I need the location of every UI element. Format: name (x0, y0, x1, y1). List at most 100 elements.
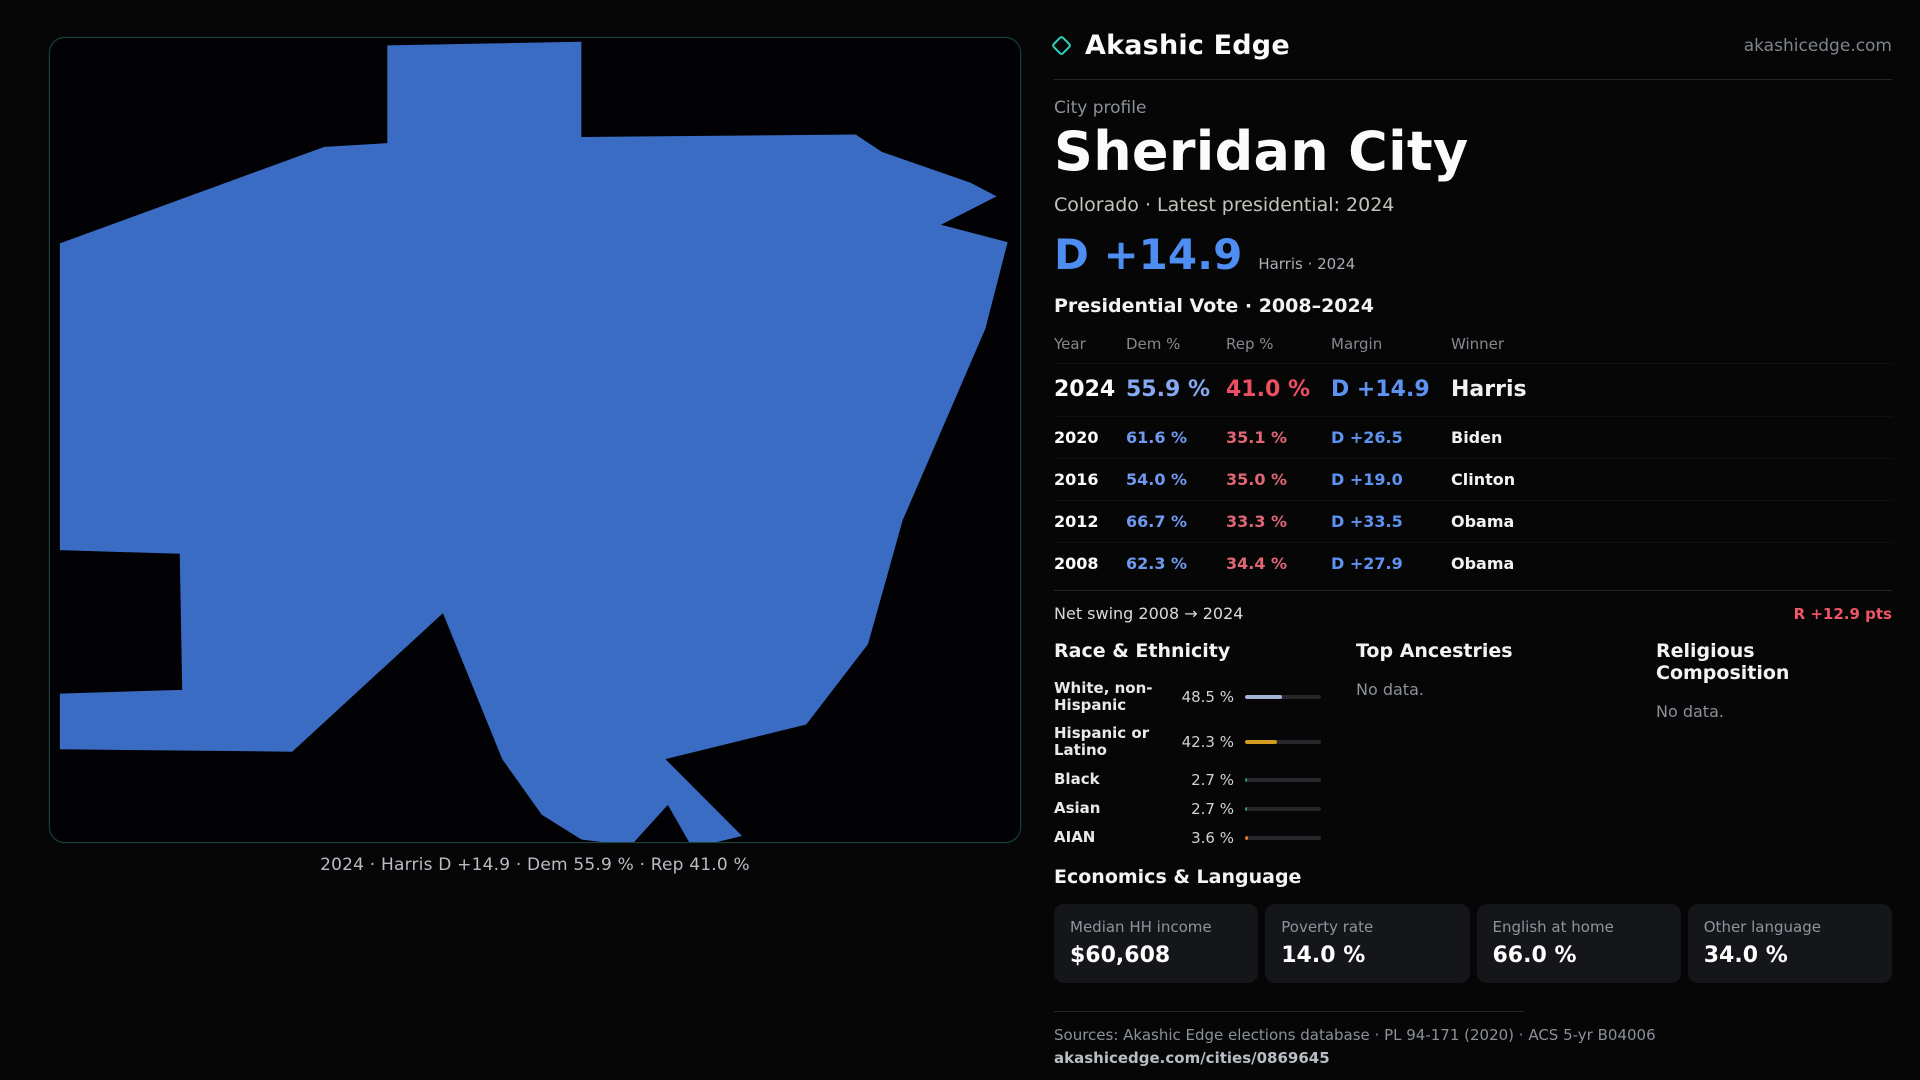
economics-stats: Median HH income $60,608 Poverty rate 14… (1054, 903, 1892, 983)
stat-label: Poverty rate (1281, 917, 1374, 936)
economics-title: Economics & Language (1054, 865, 1302, 888)
vote-table: Year Dem % Rep % Margin Winner 2024 55.9… (1054, 329, 1892, 584)
col-winner: Winner (1451, 334, 1505, 353)
stat-card: Other language 34.0 % (1687, 903, 1892, 983)
net-swing-label: Net swing 2008 → 2024 (1054, 603, 1244, 623)
race-label: Hispanic or Latino (1054, 724, 1150, 760)
headline-margin-row: D +14.9 Harris · 2024 (1054, 230, 1892, 279)
dem-cell: 61.6 % (1126, 427, 1188, 447)
list-item: Asian 2.7 % (1054, 799, 1340, 818)
race-bar (1245, 694, 1321, 699)
rep-cell: 35.0 % (1226, 469, 1288, 489)
race-bar (1245, 806, 1321, 811)
race-value: 48.5 % (1181, 687, 1234, 706)
rep-cell: 35.1 % (1226, 427, 1288, 447)
ancestries-empty: No data. (1356, 679, 1424, 699)
religion-column: Religious Composition No data. (1656, 640, 1892, 858)
page-kicker: City profile (1054, 98, 1147, 118)
winner-cell: Biden (1451, 427, 1503, 447)
permalink[interactable]: akashicedge.com/cities/0869645 (1054, 1048, 1330, 1067)
city-map (59, 41, 1008, 842)
stat-card: Poverty rate 14.0 % (1265, 903, 1470, 983)
table-row: 2012 66.7 % 33.3 % D +33.5 Obama (1054, 499, 1892, 542)
race-ethnicity-column: Race & Ethnicity White, non-Hispanic 48.… (1054, 640, 1340, 858)
stat-card: English at home 66.0 % (1476, 903, 1681, 983)
demographics-section: Race & Ethnicity White, non-Hispanic 48.… (1054, 640, 1892, 858)
headline-margin: D +14.9 (1054, 229, 1243, 279)
header: Akashic Edge akashicedge.com (1050, 30, 1892, 80)
ancestries-column: Top Ancestries No data. (1356, 640, 1640, 858)
winner-cell: Clinton (1451, 469, 1516, 489)
rep-cell: 41.0 % (1226, 376, 1310, 402)
margin-cell: D +33.5 (1331, 511, 1403, 531)
stat-label: English at home (1492, 917, 1614, 936)
table-row: 2020 61.6 % 35.1 % D +26.5 Biden (1054, 415, 1892, 458)
stat-value: 14.0 % (1281, 942, 1366, 968)
headline-note: Harris · 2024 (1258, 254, 1356, 273)
list-item: AIAN 3.6 % (1054, 828, 1340, 847)
col-margin: Margin (1331, 334, 1383, 353)
dem-cell: 55.9 % (1126, 376, 1210, 402)
net-swing-value: R +12.9 pts (1793, 604, 1892, 623)
race-bar (1245, 835, 1321, 840)
race-bar-fill (1245, 806, 1248, 811)
dem-cell: 66.7 % (1126, 511, 1188, 531)
race-value: 42.3 % (1181, 733, 1234, 752)
year-cell: 2024 (1054, 376, 1116, 402)
diamond-logo-icon (1050, 34, 1073, 57)
stat-value: $60,608 (1070, 942, 1171, 968)
brand-domain-link[interactable]: akashicedge.com (1743, 35, 1892, 56)
net-swing-row: Net swing 2008 → 2024 R +12.9 pts (1054, 589, 1892, 623)
race-label: Asian (1054, 799, 1101, 818)
margin-cell: D +26.5 (1331, 427, 1403, 447)
map-caption: 2024 · Harris D +14.9 · Dem 55.9 % · Rep… (320, 855, 750, 875)
margin-cell: D +14.9 (1331, 376, 1430, 402)
race-bar (1245, 777, 1321, 782)
city-profile-panel: Akashic Edge akashicedge.com City profil… (1050, 30, 1892, 1067)
race-label: White, non-Hispanic (1054, 678, 1153, 714)
ancestries-title: Top Ancestries (1356, 639, 1513, 662)
page-title: Sheridan City (1054, 120, 1469, 183)
col-dem: Dem % (1126, 334, 1181, 353)
year-cell: 2008 (1054, 553, 1099, 573)
dem-cell: 62.3 % (1126, 553, 1188, 573)
footer-divider (1054, 1010, 1524, 1012)
year-cell: 2016 (1054, 469, 1099, 489)
race-bar-fill (1245, 777, 1248, 782)
race-value: 3.6 % (1191, 828, 1234, 847)
winner-cell: Obama (1451, 553, 1515, 573)
table-row: 2008 62.3 % 34.4 % D +27.9 Obama (1054, 541, 1892, 584)
winner-cell: Obama (1451, 511, 1515, 531)
stat-card: Median HH income $60,608 (1054, 903, 1259, 983)
stat-value: 66.0 % (1492, 942, 1577, 968)
dem-cell: 54.0 % (1126, 469, 1188, 489)
race-bar (1245, 740, 1321, 745)
col-rep: Rep % (1226, 334, 1274, 353)
city-map-panel (49, 37, 1021, 843)
race-value: 2.7 % (1191, 799, 1234, 818)
col-year: Year (1054, 334, 1086, 353)
table-row: 2016 54.0 % 35.0 % D +19.0 Clinton (1054, 457, 1892, 500)
list-item: Hispanic or Latino 42.3 % (1054, 725, 1340, 760)
race-title: Race & Ethnicity (1054, 639, 1231, 662)
race-label: AIAN (1054, 828, 1096, 847)
margin-cell: D +27.9 (1331, 553, 1403, 573)
race-label: Black (1054, 770, 1100, 789)
stat-value: 34.0 % (1703, 942, 1788, 968)
brand: Akashic Edge (1050, 30, 1290, 61)
year-cell: 2012 (1054, 511, 1099, 531)
stat-label: Median HH income (1070, 917, 1212, 936)
vote-table-title: Presidential Vote · 2008–2024 (1054, 294, 1374, 317)
table-row: 2024 55.9 % 41.0 % D +14.9 Harris (1054, 362, 1892, 416)
vote-table-header: Year Dem % Rep % Margin Winner (1054, 329, 1892, 363)
race-bar-fill (1245, 740, 1278, 745)
year-cell: 2020 (1054, 427, 1099, 447)
race-bar-fill (1245, 694, 1282, 699)
race-value: 2.7 % (1191, 770, 1234, 789)
rep-cell: 34.4 % (1226, 553, 1288, 573)
page-subtitle: Colorado · Latest presidential: 2024 (1054, 193, 1395, 216)
stat-label: Other language (1703, 917, 1821, 936)
list-item: White, non-Hispanic 48.5 % (1054, 678, 1340, 715)
religion-empty: No data. (1656, 701, 1724, 721)
religion-title: Religious Composition (1656, 639, 1790, 684)
